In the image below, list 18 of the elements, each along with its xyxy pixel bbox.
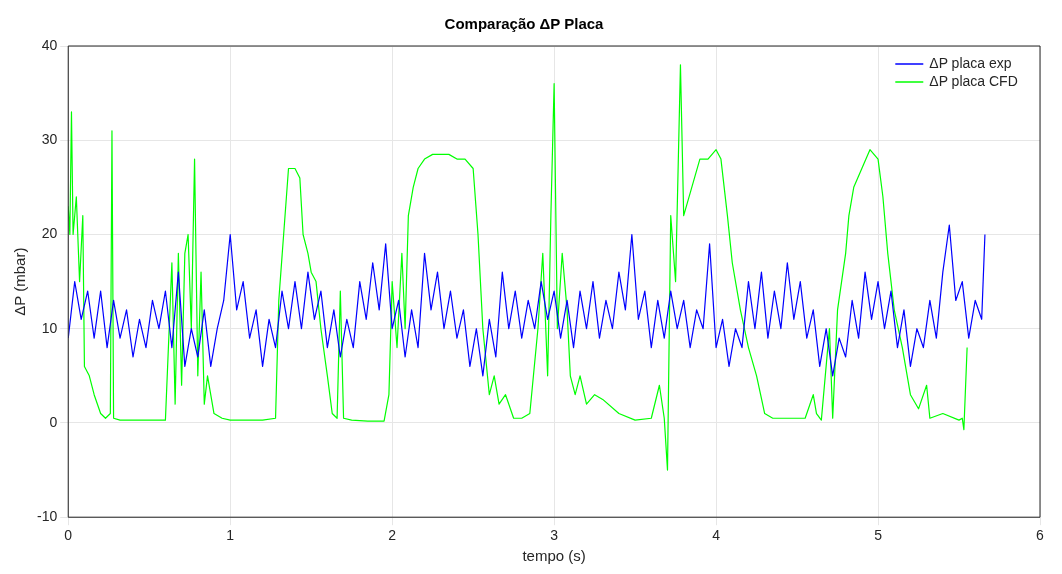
x-tick-label: 5 <box>874 527 883 544</box>
x-tick-label: 3 <box>550 527 559 544</box>
x-tick-label: 0 <box>64 527 73 544</box>
y-tick-label: 10 <box>41 319 58 336</box>
x-tick-label: 6 <box>1036 527 1045 544</box>
chart-title: Comparação ΔP Placa <box>444 15 605 33</box>
legend-label: ΔP placa CFD <box>929 72 1018 89</box>
x-tick-label: 2 <box>388 527 397 544</box>
y-axis-title: ΔP (mbar) <box>11 247 29 316</box>
x-axis-title: tempo (s) <box>522 547 586 565</box>
y-tick-label: 30 <box>41 131 58 148</box>
x-tick-label: 4 <box>712 527 721 544</box>
x-tick-label: 1 <box>226 527 235 544</box>
y-tick-label: 0 <box>49 413 58 430</box>
y-tick-label: 20 <box>41 225 58 242</box>
y-tick-label: 40 <box>41 36 58 53</box>
legend-label: ΔP placa exp <box>929 54 1012 71</box>
y-tick-label: -10 <box>37 508 58 525</box>
